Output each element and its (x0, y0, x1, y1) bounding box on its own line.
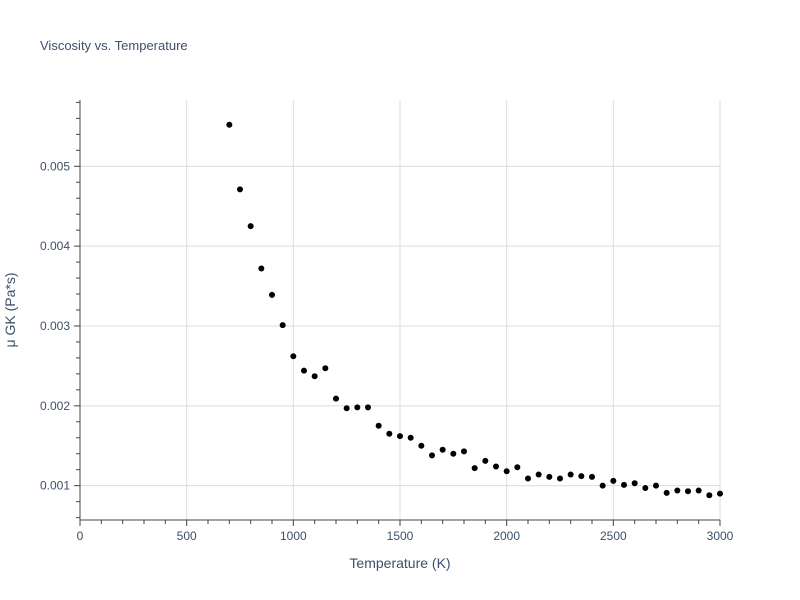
data-point (471, 465, 478, 472)
data-point (365, 404, 371, 411)
data-point (557, 475, 563, 482)
data-points (226, 121, 723, 499)
data-point (610, 477, 617, 484)
data-point (418, 442, 425, 449)
data-point (429, 452, 435, 459)
data-point (514, 464, 521, 471)
data-point (439, 446, 446, 453)
data-point (407, 434, 414, 441)
data-point (343, 405, 350, 412)
data-point (525, 475, 531, 482)
y-tick-label: 0.005 (40, 159, 70, 173)
data-point (589, 473, 595, 480)
data-point (631, 480, 638, 487)
data-point (599, 482, 606, 489)
data-point (653, 482, 659, 489)
data-point (695, 487, 702, 494)
data-point (301, 367, 307, 374)
y-tick-label: 0.004 (40, 239, 70, 253)
data-point (386, 430, 393, 437)
data-point (535, 471, 542, 478)
x-tick-label: 2000 (493, 529, 520, 543)
data-point (503, 468, 510, 475)
axes (74, 100, 721, 526)
data-point (674, 487, 681, 494)
data-point (621, 481, 627, 488)
data-point (642, 485, 649, 492)
data-point (258, 265, 265, 272)
data-point (311, 373, 318, 380)
y-axis-title: μ GK (Pa*s) (2, 273, 18, 348)
data-point (482, 457, 489, 464)
data-point (226, 121, 233, 128)
data-point (333, 395, 339, 402)
x-tick-label: 2500 (600, 529, 627, 543)
x-axis-title: Temperature (K) (349, 555, 450, 571)
x-tick-label: 500 (177, 529, 197, 543)
data-point (663, 489, 670, 496)
data-point (578, 473, 585, 480)
data-point (706, 492, 713, 499)
data-point (546, 473, 553, 480)
data-point (247, 223, 254, 230)
gridlines (80, 100, 721, 520)
data-point (279, 322, 286, 329)
data-point (567, 471, 574, 478)
data-point (493, 463, 499, 470)
y-tick-label: 0.003 (40, 319, 70, 333)
data-point (461, 448, 467, 455)
data-point (375, 422, 382, 429)
x-tick-label: 0 (77, 529, 84, 543)
data-point (397, 433, 403, 440)
data-point (269, 291, 275, 298)
data-point (685, 488, 691, 495)
data-point (322, 365, 329, 372)
x-tick-label: 1500 (387, 529, 414, 543)
y-tick-label: 0.002 (40, 399, 70, 413)
y-tick-label: 0.001 (40, 479, 70, 493)
x-tick-label: 3000 (707, 529, 734, 543)
data-point (237, 186, 243, 193)
x-tick-label: 1000 (280, 529, 307, 543)
data-point (450, 450, 457, 457)
data-point (354, 404, 361, 411)
data-point (290, 353, 297, 360)
data-point (717, 490, 723, 497)
chart-title: Viscosity vs. Temperature (40, 38, 188, 53)
tick-labels: 0 500 1000 1500 2000 2500 3000 0.001 0.002 0.003 0… (40, 159, 734, 543)
